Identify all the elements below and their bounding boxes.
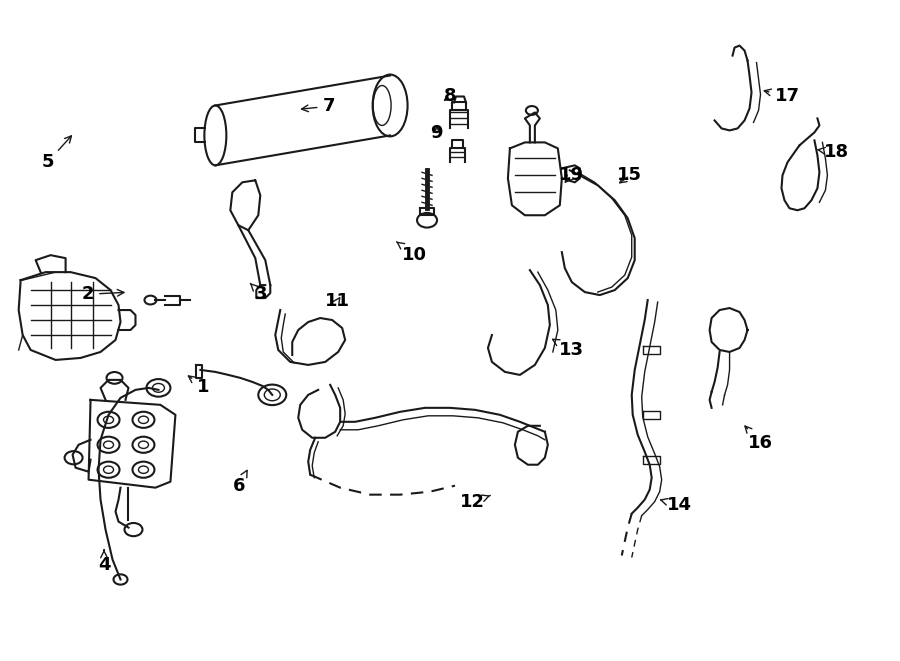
- Text: 19: 19: [559, 167, 584, 184]
- Text: 16: 16: [745, 426, 772, 451]
- Text: 14: 14: [661, 496, 691, 514]
- Text: 2: 2: [82, 285, 124, 303]
- Text: 5: 5: [41, 136, 71, 171]
- Text: 13: 13: [553, 339, 584, 360]
- Text: 12: 12: [460, 493, 491, 511]
- Text: 17: 17: [764, 87, 799, 105]
- Text: 18: 18: [818, 143, 849, 161]
- Text: 4: 4: [98, 550, 111, 574]
- Text: 6: 6: [232, 471, 248, 494]
- Text: 3: 3: [250, 284, 267, 303]
- Text: 15: 15: [617, 167, 643, 184]
- Text: 11: 11: [325, 292, 350, 310]
- Text: 7: 7: [302, 97, 335, 115]
- Text: 8: 8: [444, 87, 456, 105]
- Text: 9: 9: [430, 124, 443, 141]
- Text: 1: 1: [188, 376, 209, 395]
- Text: 10: 10: [397, 242, 427, 264]
